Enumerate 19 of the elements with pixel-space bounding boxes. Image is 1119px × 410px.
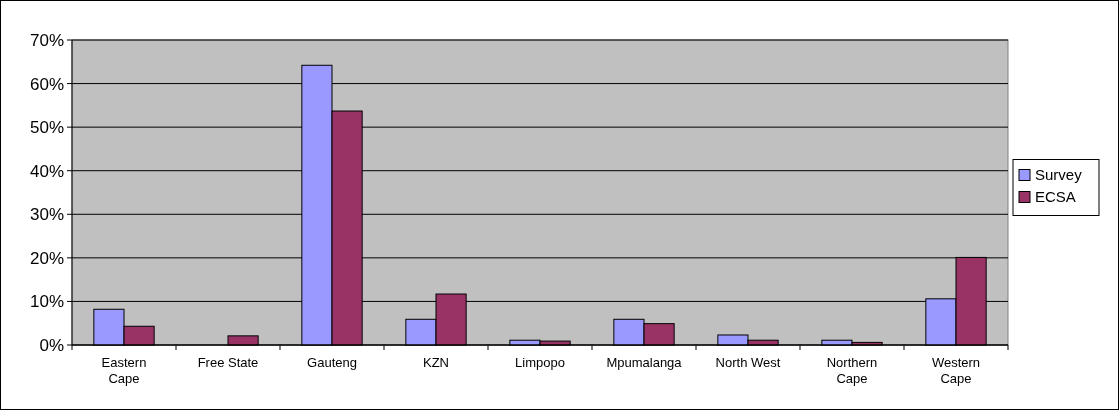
y-tick-label: 30% xyxy=(29,205,64,225)
x-tick-label: Free State xyxy=(197,355,259,370)
x-tick-label: KZN xyxy=(423,355,449,370)
x-tick-label: Eastern Cape xyxy=(101,355,147,386)
y-tick-label: 0% xyxy=(39,335,64,355)
y-tick-label: 20% xyxy=(29,248,64,268)
x-tick-label: Mpumalanga xyxy=(606,355,683,370)
x-tick-label: Gauteng xyxy=(307,355,357,370)
y-tick-label: 60% xyxy=(29,74,64,94)
x-tick-label: Western Cape xyxy=(931,355,981,386)
y-tick-label: 50% xyxy=(29,118,64,138)
legend-label: Survey xyxy=(1035,166,1083,184)
y-tick-label: 40% xyxy=(29,161,64,181)
y-tick-label: 70% xyxy=(29,30,64,50)
y-tick-label: 10% xyxy=(29,292,64,312)
x-tick-label: Northern Cape xyxy=(826,355,878,386)
x-tick-label: North West xyxy=(715,355,781,370)
legend-label: ECSA xyxy=(1035,188,1076,206)
x-tick-label: Limpopo xyxy=(515,355,565,370)
